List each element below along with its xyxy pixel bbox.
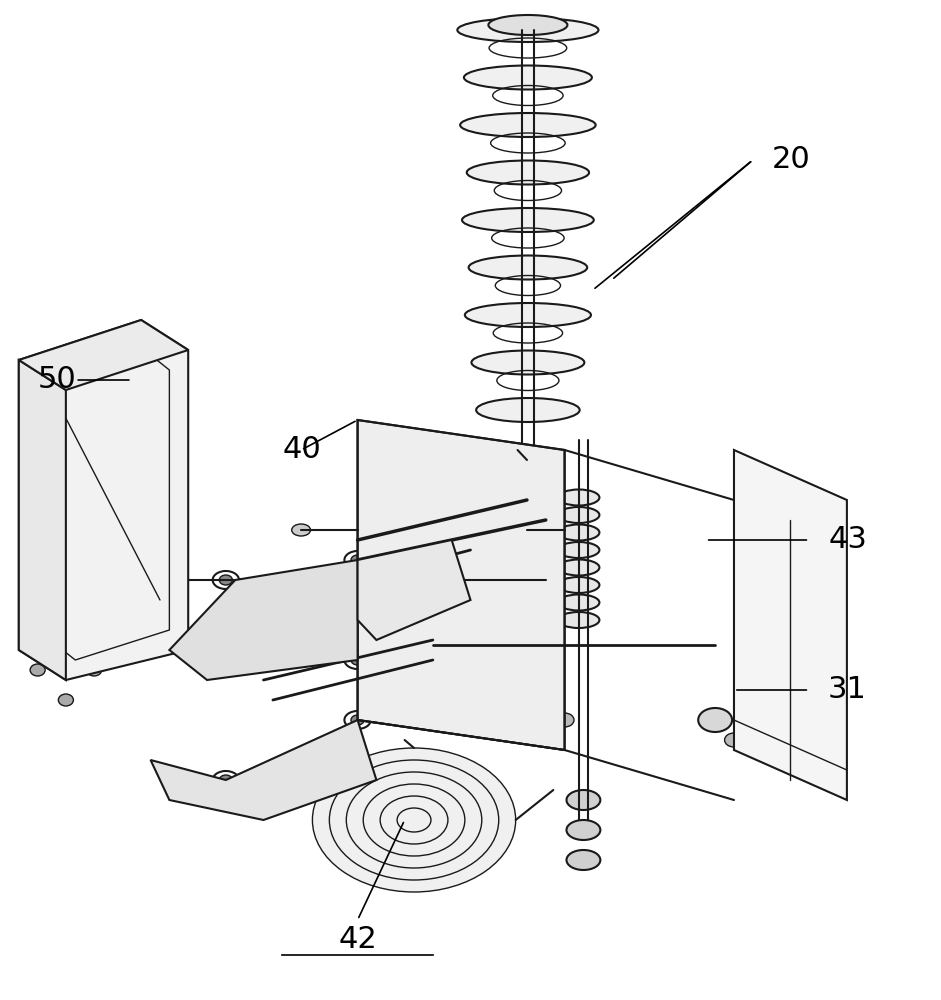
Ellipse shape [457,18,598,42]
Ellipse shape [518,524,536,536]
Text: 50: 50 [38,365,76,394]
Ellipse shape [469,255,587,279]
Ellipse shape [555,713,574,727]
Ellipse shape [558,560,599,576]
Ellipse shape [213,771,239,789]
Polygon shape [151,720,376,820]
Text: 43: 43 [828,526,867,554]
Ellipse shape [558,524,599,540]
Ellipse shape [476,398,580,422]
Ellipse shape [397,808,431,832]
Ellipse shape [213,571,239,589]
Ellipse shape [534,637,557,653]
Ellipse shape [558,612,599,628]
Ellipse shape [698,708,732,732]
Ellipse shape [344,551,371,569]
Ellipse shape [558,594,599,610]
Text: 20: 20 [772,145,810,174]
Text: 31: 31 [828,676,867,704]
Ellipse shape [558,577,599,593]
Ellipse shape [363,784,465,856]
Ellipse shape [755,708,789,732]
Polygon shape [169,560,358,680]
Ellipse shape [351,715,364,725]
Polygon shape [19,320,188,680]
Ellipse shape [558,507,599,523]
Polygon shape [19,320,188,390]
Ellipse shape [467,160,589,184]
Ellipse shape [346,772,482,868]
Ellipse shape [344,651,371,669]
Ellipse shape [292,524,311,536]
Ellipse shape [462,208,594,232]
Ellipse shape [351,555,364,565]
Ellipse shape [534,572,557,588]
Ellipse shape [460,113,596,137]
Ellipse shape [725,733,743,747]
Ellipse shape [219,775,232,785]
Polygon shape [358,540,470,640]
Ellipse shape [566,820,600,840]
Ellipse shape [465,303,591,327]
Ellipse shape [219,575,232,585]
Ellipse shape [329,760,499,880]
Ellipse shape [49,638,83,662]
Ellipse shape [464,66,592,90]
Ellipse shape [301,594,320,606]
Ellipse shape [158,572,181,588]
Ellipse shape [351,655,364,665]
Ellipse shape [87,664,102,676]
Ellipse shape [566,850,600,870]
Ellipse shape [58,644,73,656]
Ellipse shape [380,796,448,844]
Ellipse shape [58,694,73,706]
Polygon shape [734,450,847,800]
Ellipse shape [488,15,567,35]
Text: 42: 42 [338,926,377,954]
Ellipse shape [558,489,599,505]
Ellipse shape [558,542,599,558]
Ellipse shape [566,790,600,810]
Ellipse shape [312,748,516,892]
Ellipse shape [471,350,584,374]
Ellipse shape [30,664,45,676]
Polygon shape [19,360,66,680]
Ellipse shape [344,711,371,729]
Polygon shape [358,420,565,750]
Text: 40: 40 [282,436,321,464]
